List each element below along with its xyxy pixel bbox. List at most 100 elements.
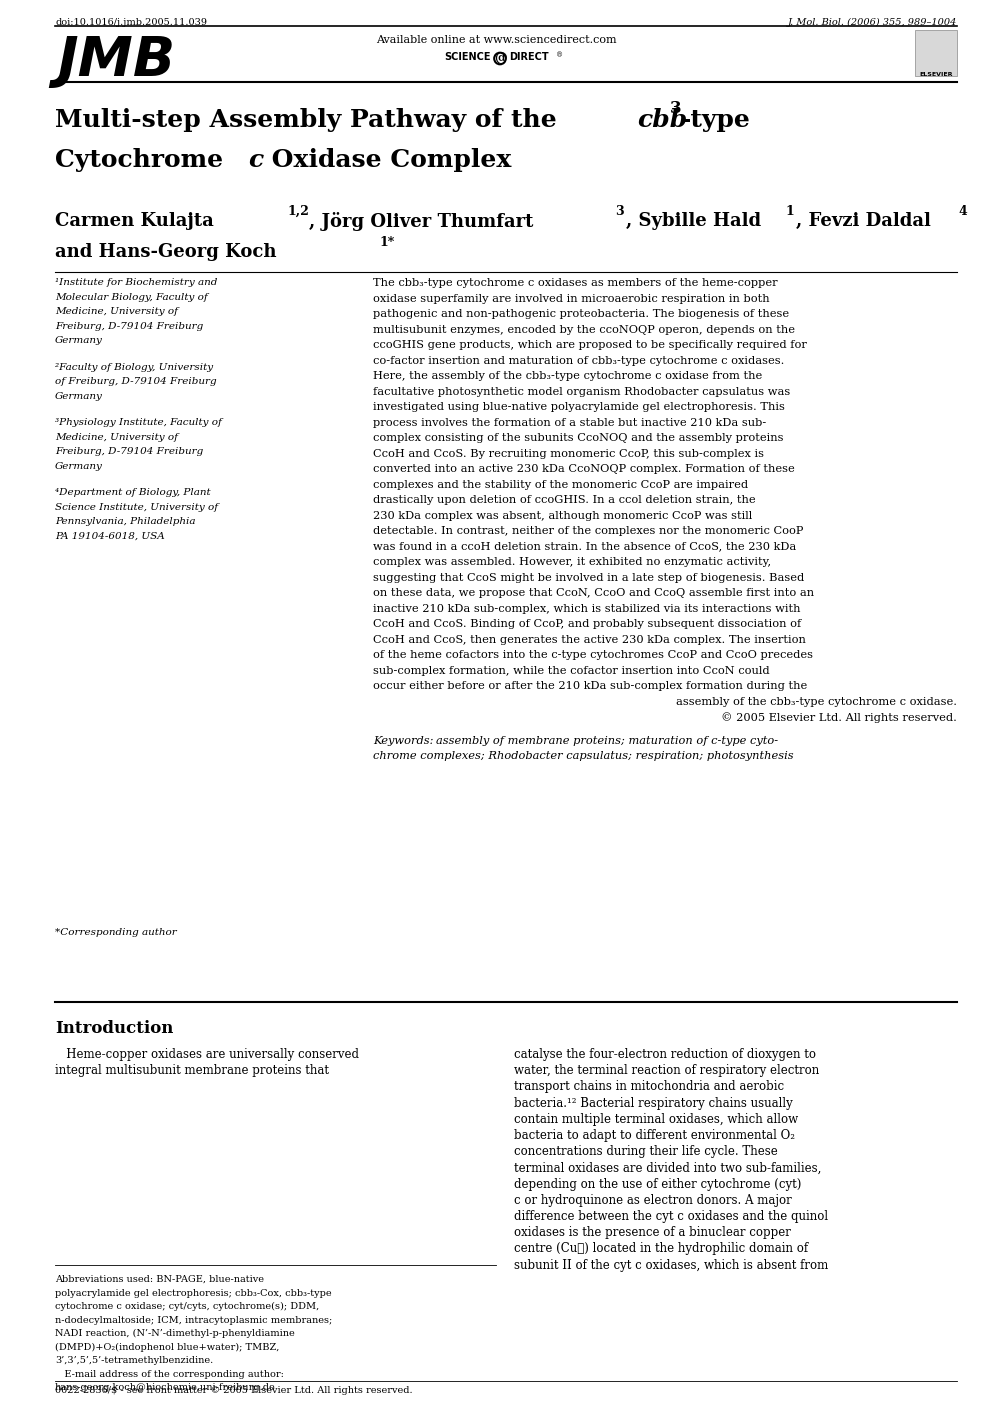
Text: (DMPD)+O₂(indophenol blue+water); TMBZ,: (DMPD)+O₂(indophenol blue+water); TMBZ, [55,1343,280,1351]
Text: 1*: 1* [379,236,394,248]
Text: CcoH and CcoS. Binding of CcoP, and probably subsequent dissociation of: CcoH and CcoS. Binding of CcoP, and prob… [373,619,802,629]
Text: polyacrylamide gel electrophoresis; cbb₃-Cox, cbb₃-type: polyacrylamide gel electrophoresis; cbb₃… [55,1288,331,1298]
Text: bacteria to adapt to different environmental O₂: bacteria to adapt to different environme… [514,1129,795,1142]
Text: difference between the cyt c oxidases and the quinol: difference between the cyt c oxidases an… [514,1209,828,1223]
Text: NADI reaction, (N’-N’-dimethyl-p-phenyldiamine: NADI reaction, (N’-N’-dimethyl-p-phenyld… [55,1329,295,1338]
Text: oxidase superfamily are involved in microaerobic respiration in both: oxidase superfamily are involved in micr… [373,293,770,303]
Text: ³Physiology Institute, Faculty of: ³Physiology Institute, Faculty of [55,418,222,427]
Text: detectable. In contrast, neither of the complexes nor the monomeric CooP: detectable. In contrast, neither of the … [373,526,804,536]
Text: 1: 1 [785,205,794,217]
Text: on these data, we propose that CcoN, CcoO and CcoQ assemble first into an: on these data, we propose that CcoN, Cco… [373,588,814,598]
Text: Oxidase Complex: Oxidase Complex [263,147,511,173]
Text: hans-georg.koch@biochemie.uni-freiburg.de: hans-georg.koch@biochemie.uni-freiburg.d… [55,1383,276,1392]
Text: inactive 210 kDa sub-complex, which is stabilized via its interactions with: inactive 210 kDa sub-complex, which is s… [373,603,801,613]
Text: doi:10.1016/j.jmb.2005.11.039: doi:10.1016/j.jmb.2005.11.039 [55,18,207,27]
Text: Cytochrome: Cytochrome [55,147,232,173]
Text: 3: 3 [670,100,682,116]
Text: ELSEVIER: ELSEVIER [920,72,952,77]
Text: ®: ® [556,52,563,59]
Text: -type: -type [681,108,751,132]
Text: Germany: Germany [55,462,103,470]
Text: 0022-2836/$ - see front matter © 2005 Elsevier Ltd. All rights reserved.: 0022-2836/$ - see front matter © 2005 El… [55,1386,413,1395]
Text: 1,2: 1,2 [287,205,309,217]
Text: Heme-copper oxidases are universally conserved: Heme-copper oxidases are universally con… [55,1048,359,1061]
Text: 4: 4 [958,205,967,217]
Text: The cbb₃-type cytochrome c oxidases as members of the heme-copper: The cbb₃-type cytochrome c oxidases as m… [373,278,778,288]
Text: depending on the use of either cytochrome (cyt): depending on the use of either cytochrom… [514,1177,802,1191]
Text: *Corresponding author: *Corresponding author [55,927,177,937]
Text: Carmen Kulajta: Carmen Kulajta [55,212,213,230]
Text: co-factor insertion and maturation of cbb₃-type cytochrome c oxidases.: co-factor insertion and maturation of cb… [373,355,785,366]
Text: J. Mol. Biol. (2006) 355, 989–1004: J. Mol. Biol. (2006) 355, 989–1004 [788,18,957,27]
Text: terminal oxidases are divided into two sub-families,: terminal oxidases are divided into two s… [514,1162,821,1174]
Text: JMB: JMB [57,34,176,88]
Text: Pennsylvania, Philadelphia: Pennsylvania, Philadelphia [55,516,195,526]
Text: Freiburg, D-79104 Freiburg: Freiburg, D-79104 Freiburg [55,448,203,456]
Text: E-mail address of the corresponding author:: E-mail address of the corresponding auth… [55,1369,284,1379]
Text: assembly of the cbb₃-type cytochrome c oxidase.: assembly of the cbb₃-type cytochrome c o… [676,696,957,707]
Text: sub-complex formation, while the cofactor insertion into CcoN could: sub-complex formation, while the cofacto… [373,665,770,675]
Text: Multi-step Assembly Pathway of the: Multi-step Assembly Pathway of the [55,108,565,132]
Text: , Sybille Hald: , Sybille Hald [626,212,761,230]
Text: process involves the formation of a stable but inactive 210 kDa sub-: process involves the formation of a stab… [373,418,766,428]
Text: of the heme cofactors into the c-type cytochromes CcoP and CcoO precedes: of the heme cofactors into the c-type cy… [373,650,813,659]
Text: assembly of membrane proteins; maturation of c-type cyto-: assembly of membrane proteins; maturatio… [436,735,778,745]
Text: occur either before or after the 210 kDa sub-complex formation during the: occur either before or after the 210 kDa… [373,680,807,692]
Text: Medicine, University of: Medicine, University of [55,307,178,316]
Text: c: c [248,147,263,173]
Text: ⁴Department of Biology, Plant: ⁴Department of Biology, Plant [55,488,210,497]
Text: DIRECT: DIRECT [509,52,549,62]
Text: centre (Cu⁁) located in the hydrophilic domain of: centre (Cu⁁) located in the hydrophilic … [514,1243,808,1256]
Text: water, the terminal reaction of respiratory electron: water, the terminal reaction of respirat… [514,1065,819,1078]
Text: 3: 3 [615,205,624,217]
Text: and Hans-Georg Koch: and Hans-Georg Koch [55,243,277,261]
Text: pathogenic and non-pathogenic proteobacteria. The biogenesis of these: pathogenic and non-pathogenic proteobact… [373,309,789,318]
Text: @: @ [494,52,506,65]
Text: , Fevzi Daldal: , Fevzi Daldal [796,212,930,230]
Text: transport chains in mitochondria and aerobic: transport chains in mitochondria and aer… [514,1080,784,1093]
Text: Available online at www.sciencedirect.com: Available online at www.sciencedirect.co… [376,35,616,45]
Text: Germany: Germany [55,335,103,345]
Text: PA 19104-6018, USA: PA 19104-6018, USA [55,532,165,540]
Text: complexes and the stability of the monomeric CcoP are impaired: complexes and the stability of the monom… [373,480,748,490]
Text: Keywords:: Keywords: [373,735,434,745]
Text: oxidases is the presence of a binuclear copper: oxidases is the presence of a binuclear … [514,1226,791,1239]
Text: Medicine, University of: Medicine, University of [55,432,178,442]
Text: of Freiburg, D-79104 Freiburg: of Freiburg, D-79104 Freiburg [55,377,216,386]
Text: contain multiple terminal oxidases, which allow: contain multiple terminal oxidases, whic… [514,1113,799,1125]
Text: cytochrome c oxidase; cyt/cyts, cytochrome(s); DDM,: cytochrome c oxidase; cyt/cyts, cytochro… [55,1302,319,1312]
Text: multisubunit enzymes, encoded by the ccoNOQP operon, depends on the: multisubunit enzymes, encoded by the cco… [373,324,795,334]
Text: complex consisting of the subunits CcoNOQ and the assembly proteins: complex consisting of the subunits CcoNO… [373,434,784,443]
Text: cbb: cbb [637,108,687,132]
Text: Here, the assembly of the cbb₃-type cytochrome c oxidase from the: Here, the assembly of the cbb₃-type cyto… [373,370,762,382]
Text: concentrations during their life cycle. These: concentrations during their life cycle. … [514,1145,778,1159]
Text: investigated using blue-native polyacrylamide gel electrophoresis. This: investigated using blue-native polyacryl… [373,403,785,412]
Text: 230 kDa complex was absent, although monomeric CcoP was still: 230 kDa complex was absent, although mon… [373,511,752,521]
Text: CcoH and CcoS. By recruiting monomeric CcoP, this sub-complex is: CcoH and CcoS. By recruiting monomeric C… [373,449,764,459]
FancyBboxPatch shape [915,29,957,76]
Text: suggesting that CcoS might be involved in a late step of biogenesis. Based: suggesting that CcoS might be involved i… [373,572,805,582]
Text: chrome complexes; Rhodobacter capsulatus; respiration; photosynthesis: chrome complexes; Rhodobacter capsulatus… [373,751,794,760]
Text: © 2005 Elsevier Ltd. All rights reserved.: © 2005 Elsevier Ltd. All rights reserved… [721,711,957,723]
Text: catalyse the four-electron reduction of dioxygen to: catalyse the four-electron reduction of … [514,1048,816,1061]
Text: c or hydroquinone as electron donors. A major: c or hydroquinone as electron donors. A … [514,1194,792,1207]
Text: Introduction: Introduction [55,1020,174,1037]
Text: ¹Institute for Biochemistry and: ¹Institute for Biochemistry and [55,278,217,288]
Text: Germany: Germany [55,391,103,400]
Text: n-dodecylmaltoside; ICM, intracytoplasmic membranes;: n-dodecylmaltoside; ICM, intracytoplasmi… [55,1316,332,1324]
Text: SCIENCE: SCIENCE [444,52,491,62]
Text: was found in a ccoH deletion strain. In the absence of CcoS, the 230 kDa: was found in a ccoH deletion strain. In … [373,542,797,551]
Text: integral multisubunit membrane proteins that: integral multisubunit membrane proteins … [55,1065,329,1078]
Text: Molecular Biology, Faculty of: Molecular Biology, Faculty of [55,292,207,302]
Text: subunit II of the cyt c oxidases, which is absent from: subunit II of the cyt c oxidases, which … [514,1258,828,1271]
Text: Science Institute, University of: Science Institute, University of [55,502,218,512]
Text: Abbreviations used: BN-PAGE, blue-native: Abbreviations used: BN-PAGE, blue-native [55,1275,264,1284]
Text: facultative photosynthetic model organism Rhodobacter capsulatus was: facultative photosynthetic model organis… [373,386,791,397]
Text: , Jörg Oliver Thumfart: , Jörg Oliver Thumfart [309,212,534,231]
Text: ²Faculty of Biology, University: ²Faculty of Biology, University [55,362,213,372]
Text: Freiburg, D-79104 Freiburg: Freiburg, D-79104 Freiburg [55,321,203,331]
Text: 3’,3’,5’,5’-tetramethylbenzidine.: 3’,3’,5’,5’-tetramethylbenzidine. [55,1357,213,1365]
Text: complex was assembled. However, it exhibited no enzymatic activity,: complex was assembled. However, it exhib… [373,557,771,567]
Text: CcoH and CcoS, then generates the active 230 kDa complex. The insertion: CcoH and CcoS, then generates the active… [373,634,806,644]
Text: converted into an active 230 kDa CcoNOQP complex. Formation of these: converted into an active 230 kDa CcoNOQP… [373,464,795,474]
